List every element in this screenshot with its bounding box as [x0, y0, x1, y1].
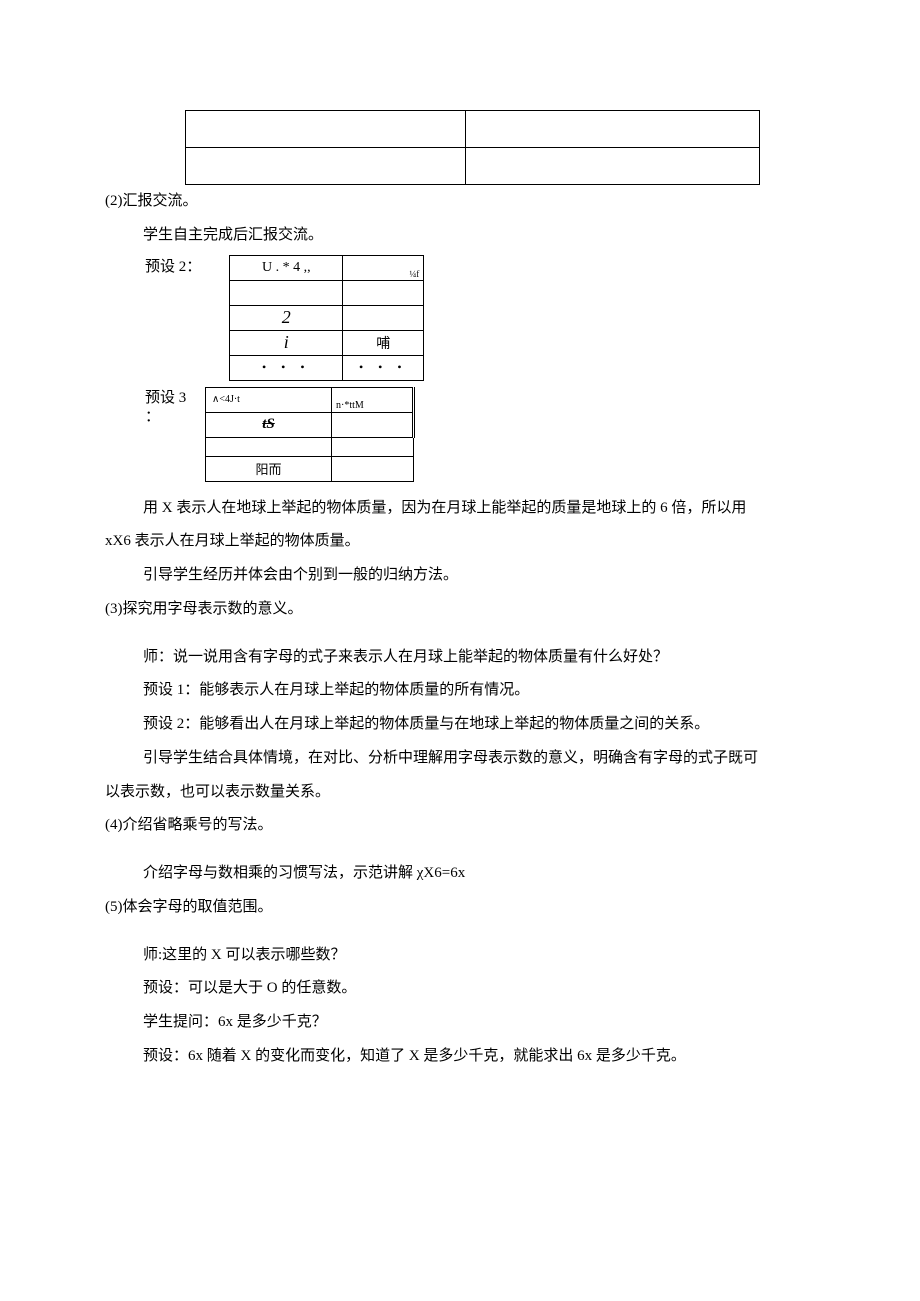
table-cell: • • • — [230, 355, 343, 380]
table-row: tS — [206, 412, 414, 437]
preset-2-label: 预设 2： — [145, 255, 201, 279]
body-text: 师:这里的 X 可以表示哪些数？ — [143, 939, 815, 973]
body-text: 引导学生结合具体情境，在对比、分析中理解用字母表示数的意义，明确含有字母的式子既… — [143, 742, 815, 776]
table-cell: ¼f — [343, 255, 424, 280]
preset-2-table: U . * 4 ,, ¼f 2 i 哺 • • • • • • — [229, 255, 424, 381]
preset-2-block: 预设 2： U . * 4 ,, ¼f 2 i 哺 — [145, 255, 815, 381]
table-row: i 哺 — [230, 330, 424, 355]
table-cell: 2 — [230, 305, 343, 330]
body-text: 预设：6x 随着 X 的变化而变化，知道了 X 是多少千克，就能求出 6x 是多… — [143, 1040, 815, 1074]
table-cell: ∧<4J·t — [206, 387, 332, 412]
table-cell: • • • — [343, 355, 424, 380]
table-cell — [186, 148, 466, 185]
table-cell: tS — [206, 412, 332, 437]
table-cell — [206, 437, 332, 456]
table-row — [230, 280, 424, 305]
body-text: 预设：可以是大于 O 的任意数。 — [143, 972, 815, 1006]
table-row: ∧<4J·t n·*ttM — [206, 387, 414, 412]
table-cell: 阳而 — [206, 456, 332, 481]
table-row: • • • • • • — [230, 355, 424, 380]
table-row: 2 — [230, 305, 424, 330]
preset-3-label: 预设 3 ： — [145, 389, 193, 428]
body-text: 师：说一说用含有字母的式子来表示人在月球上能举起的物体质量有什么好处？ — [143, 641, 815, 675]
body-text: xX6 表示人在月球上举起的物体质量。 — [105, 525, 815, 559]
table-row: U . * 4 ,, ¼f — [230, 255, 424, 280]
table-cell — [230, 280, 343, 305]
table-cell — [343, 280, 424, 305]
preset-3-label-b: ： — [145, 409, 160, 425]
table-cell — [465, 148, 759, 185]
body-text: 学生自主完成后汇报交流。 — [143, 219, 815, 253]
body-text: 以表示数，也可以表示数量关系。 — [105, 776, 815, 810]
body-text: 用 X 表示人在地球上举起的物体质量，因为在月球上能举起的质量是地球上的 6 倍… — [143, 492, 815, 526]
table-cell — [465, 111, 759, 148]
section-heading-5: (5)体会字母的取值范围。 — [105, 891, 815, 925]
table-cell — [332, 437, 414, 456]
document-page: (2)汇报交流。 学生自主完成后汇报交流。 预设 2： U . * 4 ,, ¼… — [0, 0, 920, 1134]
section-heading-2: (2)汇报交流。 — [105, 185, 815, 219]
table-row — [186, 148, 760, 185]
body-text: 预设 2：能够看出人在月球上举起的物体质量与在地球上举起的物体质量之间的关系。 — [143, 708, 815, 742]
table-cell: i — [230, 330, 343, 355]
preset-3-label-a: 预设 3 — [145, 390, 186, 406]
section-heading-3: (3)探究用字母表示数的意义。 — [105, 593, 815, 627]
table-cell: 哺 — [343, 330, 424, 355]
blank-2x2-table — [185, 110, 760, 185]
body-text: 介绍字母与数相乘的习惯写法，示范讲解 χX6=6x — [143, 857, 815, 891]
table-cell — [332, 456, 414, 481]
section-heading-4: (4)介绍省略乘号的写法。 — [105, 809, 815, 843]
table-cell — [186, 111, 466, 148]
table-cell: U . * 4 ,, — [230, 255, 343, 280]
preset-3-block: 预设 3 ： ∧<4J·t n·*ttM tS 阳而 — [145, 387, 815, 482]
table-cell — [343, 305, 424, 330]
table-cell — [332, 412, 414, 437]
body-text: 学生提问：6x 是多少千克？ — [143, 1006, 815, 1040]
table-row — [186, 111, 760, 148]
table-cell: n·*ttM — [332, 387, 414, 412]
body-text: 预设 1：能够表示人在月球上举起的物体质量的所有情况。 — [143, 674, 815, 708]
body-text: 引导学生经历并体会由个别到一般的归纳方法。 — [143, 559, 815, 593]
preset-3-table: ∧<4J·t n·*ttM tS 阳而 — [205, 387, 415, 482]
table-row — [206, 437, 414, 456]
table-row: 阳而 — [206, 456, 414, 481]
